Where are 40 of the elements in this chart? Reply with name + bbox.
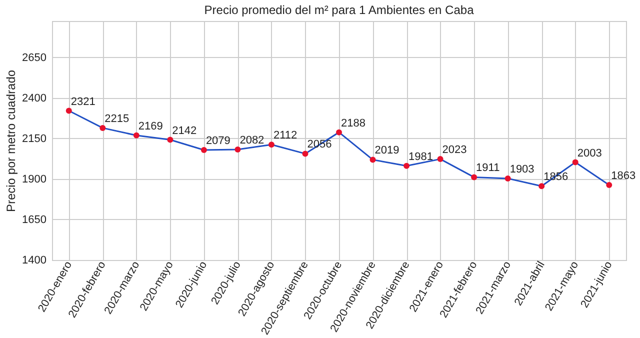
y-tick-label: 2650	[22, 52, 46, 64]
point	[167, 136, 174, 143]
data-label: 2079	[206, 134, 230, 147]
data-label: 2188	[341, 117, 366, 130]
data-label: 2003	[577, 147, 602, 160]
point	[100, 124, 106, 131]
data-label: 2321	[70, 96, 96, 108]
data-label: 2019	[374, 144, 400, 157]
point	[133, 132, 140, 138]
point	[66, 108, 72, 114]
point	[504, 176, 511, 182]
point	[336, 129, 342, 136]
point	[404, 162, 410, 169]
point	[268, 142, 274, 148]
data-label: 2112	[273, 130, 298, 142]
point	[234, 146, 241, 152]
data-label: 2215	[104, 112, 130, 125]
data-label: 1863	[611, 170, 636, 182]
data-label: 1911	[476, 162, 500, 174]
data-label: 2082	[240, 134, 264, 146]
y-tick-label: 2400	[22, 92, 46, 104]
y-tick-label: 1400	[22, 254, 46, 266]
data-label: 2169	[138, 120, 163, 132]
point	[437, 156, 444, 162]
chart-title: Precio promedio del m² para 1 Ambientes en Caba	[204, 3, 474, 17]
point	[471, 174, 478, 180]
data-label: 1903	[510, 163, 534, 176]
data-label: 2023	[442, 144, 467, 156]
point	[538, 183, 545, 190]
y-tick-label: 2150	[22, 132, 46, 145]
point	[370, 156, 376, 163]
point	[606, 182, 612, 188]
y-axis-title: Precio por metro cuadrado	[4, 70, 18, 212]
y-tick-label: 1900	[22, 173, 46, 186]
point	[200, 146, 207, 153]
y-tick-label: 1650	[22, 214, 46, 226]
point	[302, 150, 308, 157]
point	[572, 159, 578, 166]
data-label: 2142	[172, 124, 197, 137]
data-label: 1981	[408, 150, 434, 163]
